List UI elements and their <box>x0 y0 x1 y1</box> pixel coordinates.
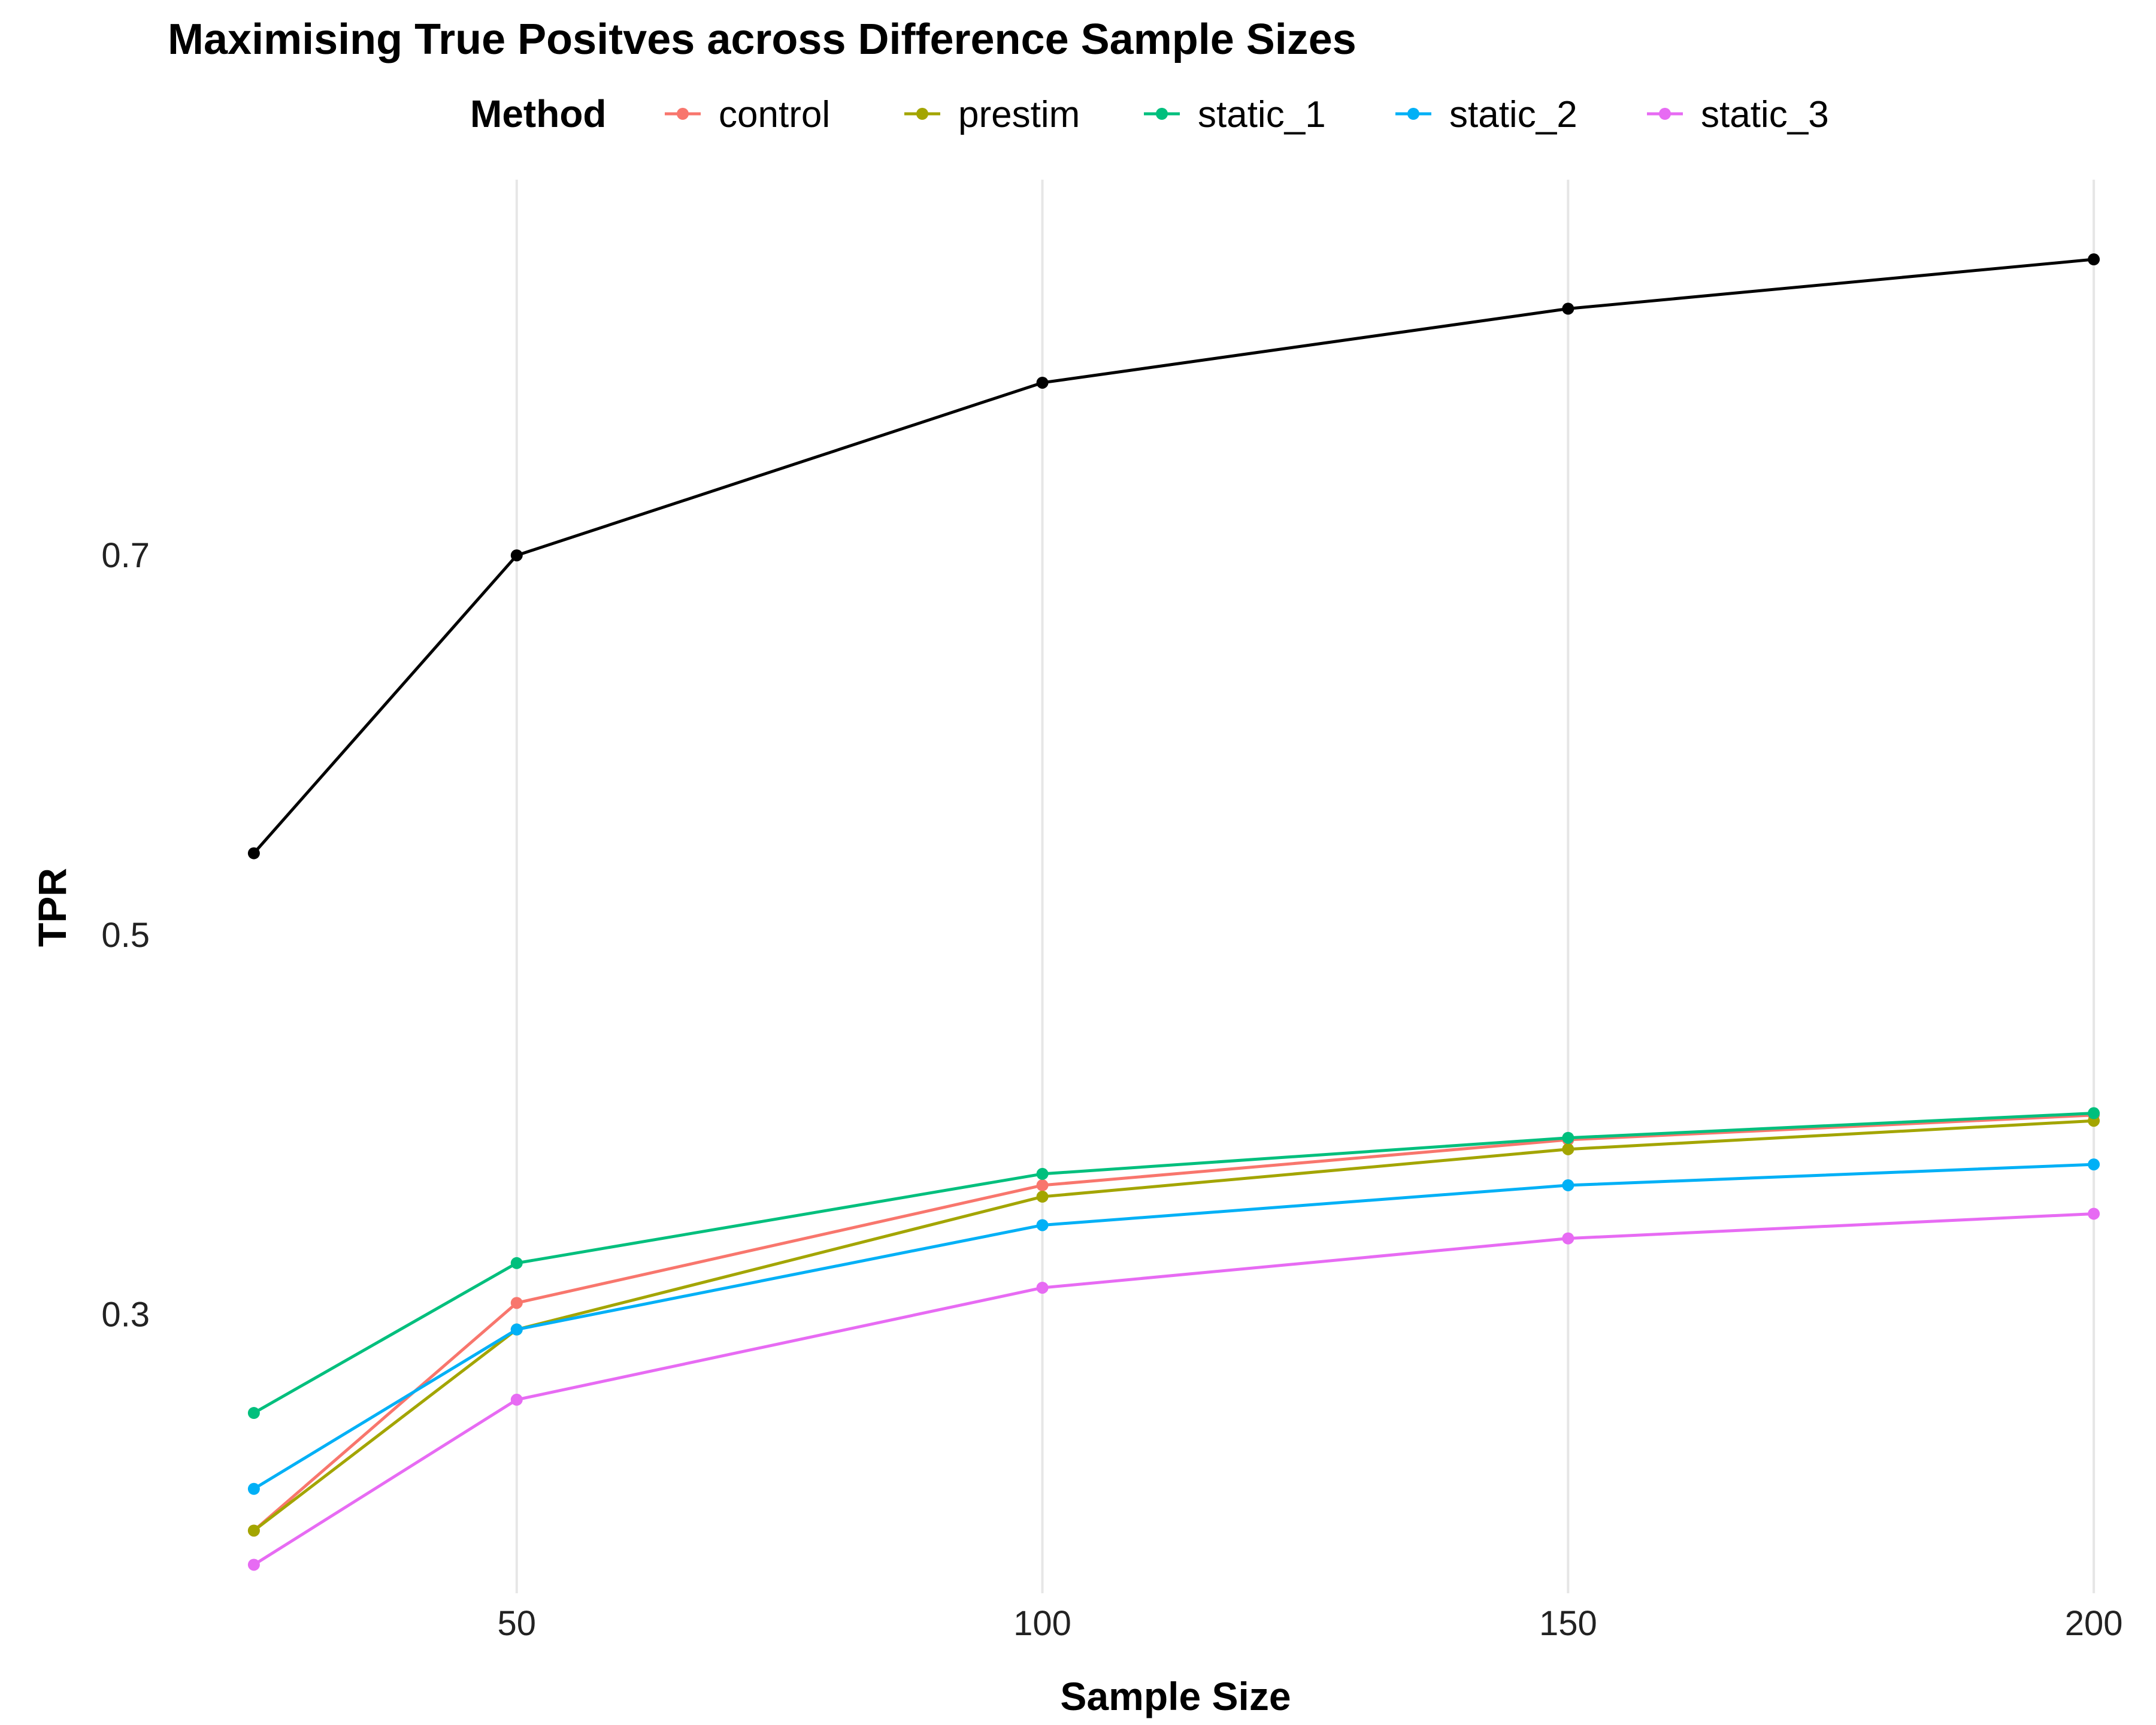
legend-item-control: control <box>665 94 830 135</box>
series-control <box>247 1109 2100 1537</box>
data-point <box>1036 1219 1049 1231</box>
series-line <box>253 1163 2094 1490</box>
x-axis-title: Sample Size <box>1060 1674 1291 1718</box>
series-line <box>253 1112 2094 1415</box>
legend-key-point <box>1156 108 1168 120</box>
x-tick-label: 200 <box>2065 1604 2123 1643</box>
data-point <box>510 1257 523 1269</box>
data-point <box>2088 1158 2100 1171</box>
y-tick-label: 0.5 <box>101 916 150 955</box>
data-point <box>510 1393 523 1406</box>
legend-label: static_1 <box>1198 94 1326 135</box>
x-tick-label: 150 <box>1539 1604 1597 1643</box>
data-point <box>1036 376 1049 389</box>
data-point <box>510 549 523 562</box>
y-tick-label: 0.3 <box>101 1295 150 1334</box>
series-prestim <box>247 1115 2100 1537</box>
data-point <box>510 1297 523 1309</box>
series-static_1 <box>247 1107 2100 1420</box>
legend-item-static_2: static_2 <box>1395 94 1577 135</box>
legend-item-prestim: prestim <box>904 94 1080 135</box>
data-point <box>1562 1232 1574 1245</box>
data-point <box>1562 1179 1574 1191</box>
series-line <box>253 258 2094 855</box>
x-axis-ticks: 50 100 150 200 <box>498 1604 2123 1643</box>
data-point <box>510 1323 523 1336</box>
data-point <box>247 847 260 860</box>
data-point <box>2088 1107 2100 1119</box>
chart-title: Maximising True Positves across Differen… <box>168 16 1356 63</box>
legend-label: control <box>719 94 830 135</box>
data-point <box>247 1407 260 1420</box>
legend-item-static_3: static_3 <box>1647 94 1829 135</box>
data-point <box>1036 1190 1049 1203</box>
data-point <box>1562 1131 1574 1144</box>
data-point <box>247 1558 260 1571</box>
series-line <box>253 1212 2094 1566</box>
data-point <box>1562 302 1574 315</box>
series-static_3 <box>247 1208 2100 1571</box>
series-line <box>253 1113 2094 1532</box>
data-point <box>2088 1208 2100 1220</box>
series-unlabeled <box>247 253 2100 860</box>
x-tick-label: 50 <box>498 1604 537 1643</box>
legend-label: prestim <box>958 94 1080 135</box>
legend-title: Method <box>470 92 607 135</box>
y-axis-title: TPR <box>30 868 74 947</box>
data-point <box>1036 1281 1049 1294</box>
data-point <box>247 1482 260 1495</box>
x-tick-label: 100 <box>1013 1604 1071 1643</box>
data-point <box>247 1524 260 1537</box>
data-point <box>1562 1143 1574 1155</box>
data-point <box>1036 1167 1049 1180</box>
legend-item-static_1: static_1 <box>1144 94 1326 135</box>
legend-label: static_3 <box>1701 94 1829 135</box>
data-point <box>1036 1179 1049 1191</box>
legend-key-point <box>677 108 689 120</box>
y-axis-ticks: 0.3 0.5 0.7 <box>101 536 150 1334</box>
series-layer <box>247 253 2100 1571</box>
gridlines <box>515 180 2096 1593</box>
legend-label: static_2 <box>1449 94 1577 135</box>
data-point <box>2088 253 2100 266</box>
legend: Method control prestim static_1 static_2 sta… <box>470 92 1829 135</box>
legend-key-point <box>1407 108 1419 120</box>
legend-key-point <box>1659 108 1671 120</box>
series-static_2 <box>247 1158 2100 1495</box>
y-tick-label: 0.7 <box>101 536 150 575</box>
legend-key-point <box>916 108 928 120</box>
